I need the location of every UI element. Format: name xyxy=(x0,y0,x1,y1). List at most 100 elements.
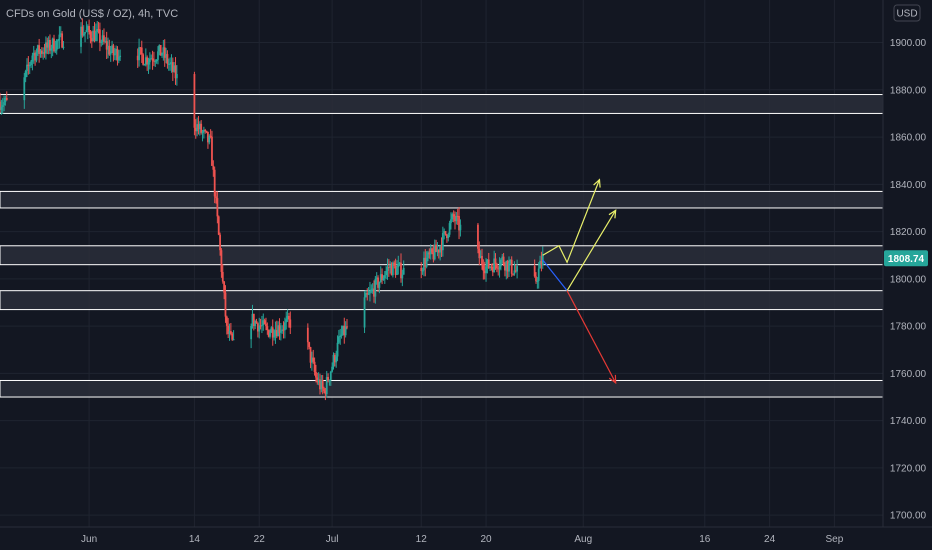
candle-body xyxy=(167,63,170,65)
candle-body xyxy=(367,293,370,295)
candle-body xyxy=(282,329,285,331)
candle-body xyxy=(221,271,224,282)
candle-body xyxy=(329,371,332,380)
candle-body xyxy=(43,52,46,54)
x-tick-label: 22 xyxy=(254,534,266,545)
candle-body xyxy=(455,215,458,222)
currency-button[interactable]: USD xyxy=(893,4,921,22)
candle-body xyxy=(38,45,41,54)
candle-body xyxy=(153,60,155,62)
candle-body xyxy=(229,331,232,334)
candle-body xyxy=(82,33,85,36)
candle-body xyxy=(211,136,213,166)
candle-body xyxy=(47,39,50,48)
y-tick-label: 1900.00 xyxy=(890,38,927,49)
candle-body xyxy=(432,252,435,260)
candle-body xyxy=(381,274,383,281)
candle-body xyxy=(111,45,113,52)
currency-label[interactable]: USD xyxy=(896,9,917,20)
candle-body xyxy=(196,124,199,132)
candle-body xyxy=(97,29,100,31)
candle-body xyxy=(267,330,270,337)
candle-body xyxy=(5,97,8,101)
candle-body xyxy=(317,379,320,383)
candle-body xyxy=(386,266,389,271)
candle-body xyxy=(308,342,311,348)
candle-body xyxy=(86,26,89,31)
candle-body xyxy=(491,266,494,273)
candle-body xyxy=(45,42,47,54)
candle-body xyxy=(150,58,153,60)
candle-body xyxy=(212,165,215,170)
candle-body xyxy=(364,293,367,298)
candle-body xyxy=(446,234,448,238)
candle-body xyxy=(431,248,433,253)
candle-body xyxy=(271,327,274,338)
candle-body xyxy=(49,39,51,51)
candle-body xyxy=(285,319,288,323)
candle-body xyxy=(382,277,385,281)
candle-body xyxy=(223,281,226,293)
currency-button-frame[interactable] xyxy=(893,4,921,22)
candlestick-series xyxy=(0,18,544,401)
candle-body xyxy=(108,45,111,55)
candle-body xyxy=(387,266,390,268)
x-tick-label: 20 xyxy=(480,534,492,545)
candle-body xyxy=(169,63,172,65)
y-tick-label: 1740.00 xyxy=(890,416,927,427)
candle-body xyxy=(115,48,118,54)
candle-body xyxy=(512,273,514,275)
candle-body xyxy=(157,51,159,60)
candle-body xyxy=(89,32,92,39)
candle-body xyxy=(346,326,348,328)
candle-body xyxy=(213,169,216,197)
candle-body xyxy=(158,45,161,52)
candle-body xyxy=(337,336,340,343)
x-tick-label: 12 xyxy=(416,534,428,545)
candle-body xyxy=(397,264,400,268)
candle-body xyxy=(207,131,209,143)
candle-body xyxy=(204,129,207,131)
candle-body xyxy=(154,61,157,63)
candle-body xyxy=(370,289,373,292)
candle-body xyxy=(198,123,201,130)
candle-body xyxy=(99,29,101,43)
candle-body xyxy=(53,38,55,52)
candle-body xyxy=(266,326,269,331)
scenario-path xyxy=(542,179,601,264)
y-tick-label: 1800.00 xyxy=(890,274,927,285)
candle-body xyxy=(402,267,405,275)
x-tick-label: 16 xyxy=(699,534,711,545)
candle-body xyxy=(113,53,116,56)
candle-body xyxy=(425,257,428,267)
candle-body xyxy=(486,259,489,267)
candle-body xyxy=(435,244,437,253)
candle-body xyxy=(421,270,424,272)
candle-body xyxy=(34,52,37,61)
candle-body xyxy=(147,62,150,65)
candle-body xyxy=(36,45,39,53)
x-tick-label: 24 xyxy=(764,534,776,545)
x-tick-label: Jul xyxy=(326,534,339,545)
candle-body xyxy=(136,55,139,61)
candle-body xyxy=(259,325,262,327)
candle-body xyxy=(459,224,462,231)
candle-body xyxy=(477,224,479,249)
candle-body xyxy=(35,52,38,61)
x-tick-label: Sep xyxy=(825,534,843,545)
candle-body xyxy=(0,106,3,110)
candle-body xyxy=(379,274,382,282)
time-axis[interactable]: Jun 14 22 Jul 12 20 Aug 16 24 Sep xyxy=(81,534,844,545)
candle-body xyxy=(279,331,282,333)
y-tick-label: 1760.00 xyxy=(890,369,927,380)
candle-body xyxy=(482,264,485,271)
candle-body xyxy=(500,259,502,267)
zone-rect xyxy=(0,190,884,209)
candle-body xyxy=(502,256,505,265)
y-tick-label: 1860.00 xyxy=(890,133,927,144)
candle-body xyxy=(436,249,439,253)
arrow-head xyxy=(608,209,617,219)
price-axis[interactable]: 1700.00 1720.00 1740.00 1760.00 1780.00 1800.… xyxy=(890,38,927,522)
candle-body xyxy=(250,326,253,340)
